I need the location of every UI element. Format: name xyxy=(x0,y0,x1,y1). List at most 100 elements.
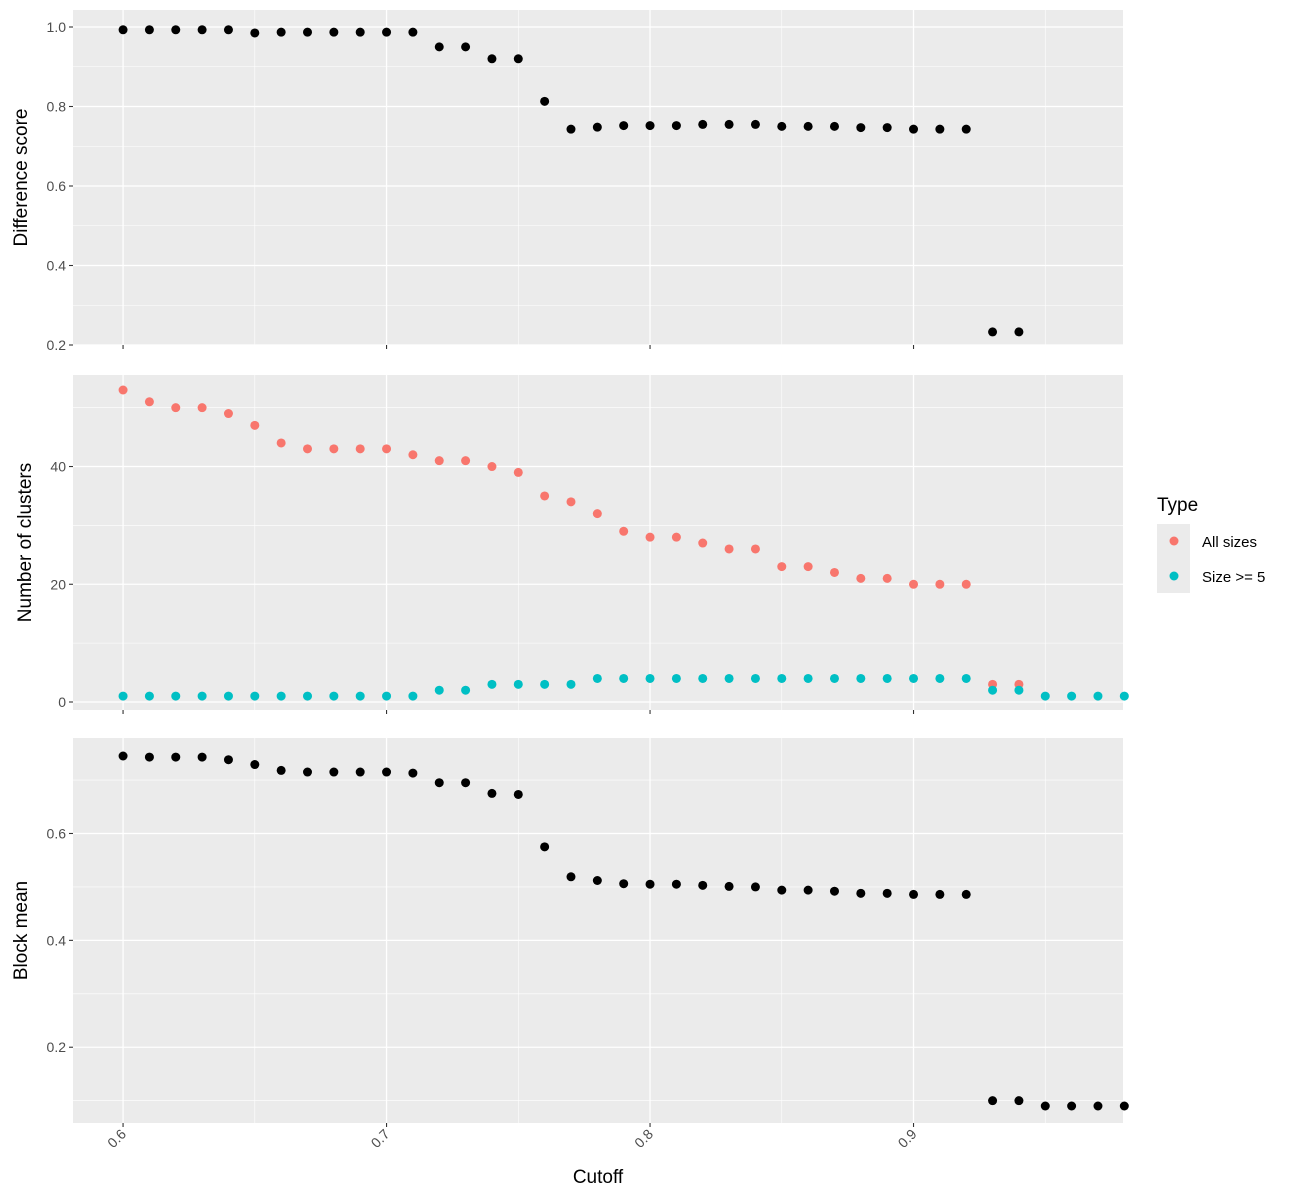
data-point xyxy=(750,882,760,892)
data-point xyxy=(619,879,629,889)
data-point xyxy=(592,673,602,683)
x-tick-label: 0.9 xyxy=(895,1126,920,1151)
data-point xyxy=(434,685,444,695)
data-point xyxy=(540,96,550,106)
data-point xyxy=(724,881,734,891)
legend-title: Type xyxy=(1157,495,1198,516)
data-point xyxy=(171,752,181,762)
x-tick-label: 0.8 xyxy=(631,1126,656,1151)
data-point xyxy=(882,123,892,133)
data-point xyxy=(645,532,655,542)
panel-background xyxy=(73,10,1123,345)
data-point xyxy=(434,456,444,466)
data-point xyxy=(671,673,681,683)
data-point xyxy=(829,886,839,896)
data-point xyxy=(408,691,418,701)
data-point xyxy=(988,1096,998,1106)
data-point xyxy=(382,27,392,37)
y-axis-title: Number of clusters xyxy=(15,463,36,622)
legend-key-all-sizes xyxy=(1169,536,1179,546)
data-point xyxy=(619,526,629,536)
data-point xyxy=(171,691,181,701)
data-point xyxy=(619,121,629,131)
data-point xyxy=(329,27,339,37)
data-point xyxy=(276,27,286,37)
data-point xyxy=(487,788,497,798)
y-axis-title: Block mean xyxy=(11,881,32,980)
data-point xyxy=(935,579,945,589)
y-tick-label: 40 xyxy=(50,459,66,475)
data-point xyxy=(566,679,576,689)
data-point xyxy=(592,876,602,886)
data-point xyxy=(909,579,919,589)
data-point xyxy=(882,888,892,898)
data-point xyxy=(250,28,260,38)
data-point xyxy=(303,767,313,777)
data-point xyxy=(961,124,971,134)
data-point xyxy=(777,673,787,683)
y-tick-label: 0.4 xyxy=(47,258,67,274)
data-point xyxy=(461,456,471,466)
data-point xyxy=(724,673,734,683)
data-point xyxy=(619,673,629,683)
data-point xyxy=(909,889,919,899)
data-point xyxy=(329,691,339,701)
legend-label-size-5: Size >= 5 xyxy=(1202,569,1265,586)
data-point xyxy=(487,679,497,689)
data-point xyxy=(671,121,681,131)
data-point xyxy=(592,509,602,519)
data-point xyxy=(566,124,576,134)
legend: Type All sizes Size >= 5 xyxy=(1157,495,1265,593)
data-point xyxy=(935,124,945,134)
data-point xyxy=(961,579,971,589)
data-point xyxy=(803,562,813,572)
data-point xyxy=(856,123,866,133)
data-point xyxy=(408,450,418,460)
data-point xyxy=(750,119,760,129)
data-point xyxy=(671,532,681,542)
data-point xyxy=(434,42,444,52)
data-point xyxy=(461,778,471,788)
data-point xyxy=(118,751,128,761)
data-point xyxy=(223,409,233,419)
data-point xyxy=(355,767,365,777)
data-point xyxy=(777,885,787,895)
panel-difference-score: 0.2 0.4 0.6 0.8 1.0 Difference score xyxy=(11,10,1123,353)
legend-label-all-sizes: All sizes xyxy=(1202,534,1257,551)
data-point xyxy=(276,438,286,448)
data-point xyxy=(118,25,128,35)
y-tick-label: 0.8 xyxy=(47,99,67,115)
data-point xyxy=(803,673,813,683)
data-point xyxy=(382,691,392,701)
data-point xyxy=(935,889,945,899)
data-point xyxy=(882,573,892,583)
data-point xyxy=(408,768,418,778)
y-tick-label: 0.2 xyxy=(47,337,67,353)
legend-key-background xyxy=(1157,524,1190,593)
data-point xyxy=(513,789,523,799)
data-point xyxy=(645,879,655,889)
x-tick-label: 0.6 xyxy=(104,1126,129,1151)
data-point xyxy=(223,755,233,765)
x-axis-title: Cutoff xyxy=(573,1167,624,1188)
data-point xyxy=(829,121,839,131)
data-point xyxy=(645,121,655,131)
data-point xyxy=(118,385,128,395)
data-point xyxy=(829,567,839,577)
data-point xyxy=(461,685,471,695)
data-point xyxy=(1119,1101,1129,1111)
y-tick-label: 0.6 xyxy=(47,178,67,194)
data-point xyxy=(988,327,998,337)
panel-background xyxy=(73,738,1123,1123)
panel-block-mean: 0.2 0.4 0.6 0.6 0.7 0.8 0.9 Block mean xyxy=(11,738,1129,1151)
panel-background xyxy=(73,375,1123,710)
legend-key-size-5 xyxy=(1169,571,1179,581)
data-point xyxy=(513,54,523,64)
data-point xyxy=(1014,1096,1024,1106)
data-point xyxy=(355,444,365,454)
data-point xyxy=(698,119,708,129)
data-point xyxy=(856,673,866,683)
data-point xyxy=(909,673,919,683)
data-point xyxy=(223,691,233,701)
